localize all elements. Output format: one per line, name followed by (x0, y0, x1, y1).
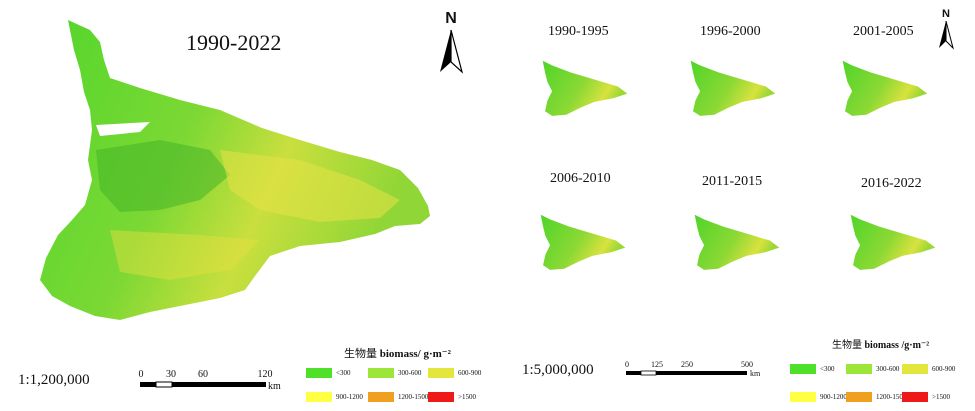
small-map-title-1: 1990-1995 (548, 24, 609, 39)
legend-label: 900-1200 (820, 393, 847, 401)
legend-label: 300-600 (398, 369, 422, 377)
scalebar-unit: km (268, 381, 281, 392)
legend-swatch (790, 364, 816, 374)
legend-swatch (368, 368, 394, 378)
legend-title-cn: 生物量 (344, 348, 377, 360)
scalebar-tick-label: 120 (257, 369, 273, 380)
legend-swatch (790, 392, 816, 402)
north-arrow-icon (440, 29, 464, 74)
north-arrow-small: N (936, 8, 956, 55)
legend-label: 1200-1500 (398, 393, 429, 401)
scalebar-tick-label: 30 (166, 369, 176, 380)
legend-title-en: biomass/ g·m⁻² (379, 348, 451, 360)
small-map-6 (850, 214, 936, 270)
main-map-title: 1990-2022 (186, 30, 282, 55)
legend-title-en: biomass /g·m⁻² (864, 340, 930, 351)
scalebar-tick-label: 250 (681, 360, 693, 369)
legend-swatch (306, 392, 332, 402)
scalebar-tick-label: 0 (625, 360, 629, 369)
scalebar-tick-label: 60 (198, 369, 208, 380)
legend-label: >1500 (458, 393, 476, 401)
legend-label: 1200-1500 (876, 393, 907, 401)
small-scalebar-bar (626, 370, 747, 376)
main-scale-ratio: 1:1,200,000 (18, 372, 90, 388)
scalebar-tick-label: 500 (741, 360, 753, 369)
small-map-5 (694, 214, 780, 270)
legend-right-title: 生物量 biomass /g·m⁻² (832, 336, 929, 351)
legend-label: >1500 (932, 393, 950, 401)
small-map-4 (540, 214, 626, 270)
legend-label: 600-900 (932, 365, 956, 373)
legend-swatch (846, 364, 872, 374)
legend-label: <300 (336, 369, 351, 377)
north-label: N (445, 10, 457, 27)
legend-swatch (846, 392, 872, 402)
small-map-1 (542, 60, 628, 116)
north-arrow-small-icon (939, 20, 954, 50)
scalebar-bar (140, 381, 266, 388)
north-arrow-main: N (434, 10, 468, 79)
small-map-title-4: 2006-2010 (550, 171, 611, 186)
small-scalebar-unit: km (750, 369, 761, 378)
legend-swatch (368, 392, 394, 402)
legend-left-title: 生物量 biomass/ g·m⁻² (344, 345, 451, 361)
small-map-title-5: 2011-2015 (702, 174, 763, 189)
legend-label: <300 (820, 365, 835, 373)
legend-swatch (306, 368, 332, 378)
small-scale-ratio: 1:5,000,000 (522, 362, 594, 378)
scalebar-tick-label: 125 (651, 360, 663, 369)
legend-label: 600-900 (458, 369, 482, 377)
small-map-3 (842, 60, 928, 116)
scalebar-tick-label: 0 (138, 369, 144, 380)
small-map-2 (690, 60, 776, 116)
small-map-title-3: 2001-2005 (853, 24, 914, 39)
legend-swatch (902, 364, 928, 374)
north-label-small: N (942, 8, 950, 20)
small-map-title-2: 1996-2000 (700, 24, 761, 39)
legend-title-cn: 生物量 (832, 340, 862, 351)
legend-swatch (428, 392, 454, 402)
legend-swatch (428, 368, 454, 378)
legend-swatch (902, 392, 928, 402)
legend-label: 900-1200 (336, 393, 363, 401)
small-map-title-6: 2016-2022 (861, 176, 922, 191)
legend-label: 300-600 (876, 365, 900, 373)
